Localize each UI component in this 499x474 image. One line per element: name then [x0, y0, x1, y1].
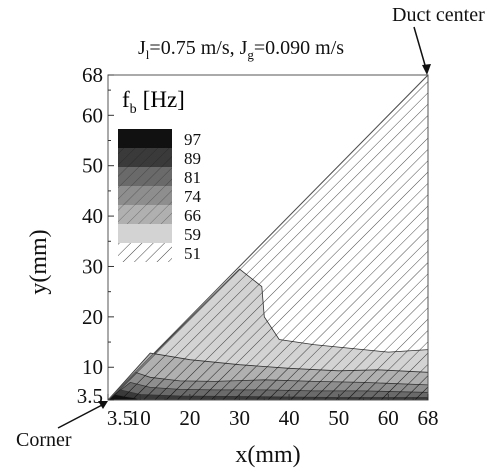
x-tick-label: 50 [328, 406, 349, 430]
y-axis-ticks: 3.5 10 20 30 40 50 60 68 [77, 63, 114, 408]
x-tick-label: 60 [378, 406, 399, 430]
legend-swatch-hatch [118, 167, 172, 186]
y-tick-label: 68 [82, 63, 103, 87]
x-tick-label: 20 [179, 406, 200, 430]
y-tick-label: 40 [82, 204, 103, 228]
corner-arrowhead [98, 401, 108, 409]
legend-label-66: 66 [184, 206, 201, 225]
legend-swatch-hatch [118, 129, 172, 148]
legend-swatch-hatch [118, 148, 172, 167]
y-tick-label: 10 [82, 355, 103, 379]
y-axis-label: y(mm) [26, 229, 52, 294]
y-tick-label: 60 [82, 103, 103, 127]
legend-swatch-59 [118, 224, 172, 243]
corner-arrow-line [57, 403, 105, 429]
legend-label-81: 81 [184, 168, 201, 187]
corner-label: Corner [16, 429, 72, 451]
legend-title: fb [Hz] [122, 87, 185, 117]
duct-center-arrow-line [413, 26, 428, 73]
legend-swatch-hatch [118, 186, 172, 205]
legend-label-51: 51 [184, 244, 201, 263]
legend-label-74: 74 [184, 187, 202, 206]
legend-swatch-hatch [118, 205, 172, 224]
duct-center-arrowhead [422, 64, 431, 75]
diagonal-boundary [107, 74, 429, 401]
y-tick-label: 20 [82, 305, 103, 329]
y-tick-label: 3.5 [77, 384, 103, 408]
x-tick-label: 30 [229, 406, 250, 430]
y-tick-label: 50 [82, 154, 103, 178]
legend-label-97: 97 [184, 130, 202, 149]
y-tick-label: 30 [82, 254, 103, 278]
x-tick-label: 68 [418, 406, 439, 430]
contour-hatch-97 [108, 394, 141, 400]
x-tick-label: 3.5 [107, 406, 133, 430]
legend-swatch-hatch [118, 243, 172, 262]
duct-center-label: Duct center [392, 4, 485, 26]
x-tick-label: 40 [279, 406, 300, 430]
legend-label-89: 89 [184, 149, 201, 168]
contour-hatch-81 [108, 382, 428, 400]
legend-label-59: 59 [184, 225, 201, 244]
plot-frame [107, 74, 429, 401]
x-axis-ticks: 3.510 20 30 40 50 60 68 [107, 394, 439, 430]
x-axis-label: x(mm) [235, 442, 300, 468]
chart-title: Jl=0.75 m/s, Jg=0.090 m/s [138, 37, 344, 62]
contour-hatch-89 [108, 389, 428, 400]
x-tick-label: 10 [130, 406, 151, 430]
